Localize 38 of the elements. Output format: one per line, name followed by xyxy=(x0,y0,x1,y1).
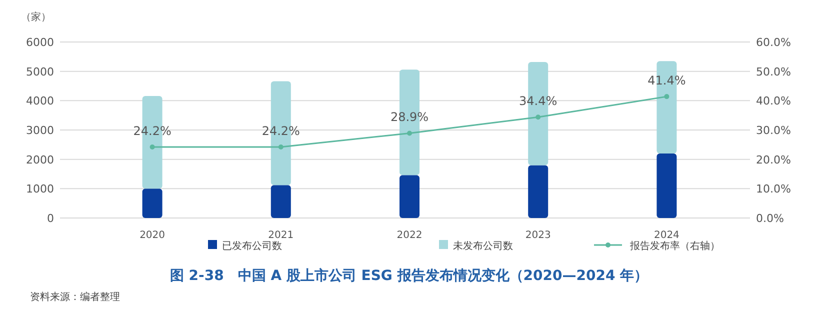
y2-tick-label: 60.0% xyxy=(756,36,791,49)
text: 资料来源：编者整理 xyxy=(30,291,120,303)
x-tick-label: 2023 xyxy=(525,230,551,241)
point xyxy=(407,130,412,136)
point xyxy=(278,144,284,150)
legend-label: 已发布公司数 xyxy=(222,240,282,252)
x-tick-label: 2022 xyxy=(396,230,422,241)
x-tick-label: 2021 xyxy=(268,230,294,241)
y2-tick-label: 10.0% xyxy=(756,182,791,196)
bar xyxy=(400,175,420,218)
y2-tick-label: 50.0% xyxy=(756,65,791,78)
point xyxy=(536,114,541,120)
y-tick-label: 4000 xyxy=(26,94,54,108)
data-label: 24.2% xyxy=(133,124,172,138)
y-axis-title: （家） xyxy=(21,11,51,23)
y2-tick-label: 0.0% xyxy=(756,212,784,225)
legend-label: 报告发布率（右轴） xyxy=(629,240,720,252)
data-label: 24.2% xyxy=(262,124,300,138)
data-label: 34.4% xyxy=(519,94,558,108)
y-tick-label: 5000 xyxy=(26,65,54,78)
y-tick-label: 0 xyxy=(47,212,54,225)
legend-label: 未发布公司数 xyxy=(453,240,513,252)
y-tick-label: 1000 xyxy=(26,182,54,196)
bar xyxy=(270,185,291,218)
point xyxy=(150,144,155,150)
x-tick-label: 2024 xyxy=(654,230,680,241)
y-tick-label: 3000 xyxy=(26,124,54,137)
y2-tick-label: 40.0% xyxy=(756,94,791,108)
y2-tick-label: 30.0% xyxy=(756,124,791,137)
bar xyxy=(528,165,548,218)
point xyxy=(664,94,670,100)
text: 图 2-38 中国 A 股上市公司 ESG 报告发布情况变化（2020—2024 年） xyxy=(170,267,648,284)
bar xyxy=(656,153,677,218)
bar xyxy=(142,188,162,218)
y-tick-label: 6000 xyxy=(26,36,54,49)
y2-tick-label: 20.0% xyxy=(756,153,791,166)
y-tick-label: 2000 xyxy=(26,153,54,166)
x-tick-label: 2020 xyxy=(140,230,166,241)
